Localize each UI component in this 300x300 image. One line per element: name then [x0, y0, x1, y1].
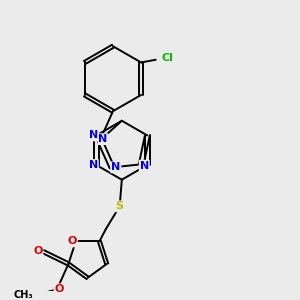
- Text: N: N: [88, 130, 98, 140]
- Text: CH₃: CH₃: [14, 290, 34, 300]
- Text: O: O: [55, 284, 64, 294]
- Text: O: O: [68, 236, 77, 246]
- Text: N: N: [111, 162, 120, 172]
- Text: O: O: [33, 246, 43, 256]
- Text: N: N: [98, 134, 108, 144]
- Text: N: N: [88, 160, 98, 170]
- Text: Cl: Cl: [161, 52, 173, 63]
- Text: N: N: [140, 160, 149, 171]
- Text: S: S: [116, 201, 124, 211]
